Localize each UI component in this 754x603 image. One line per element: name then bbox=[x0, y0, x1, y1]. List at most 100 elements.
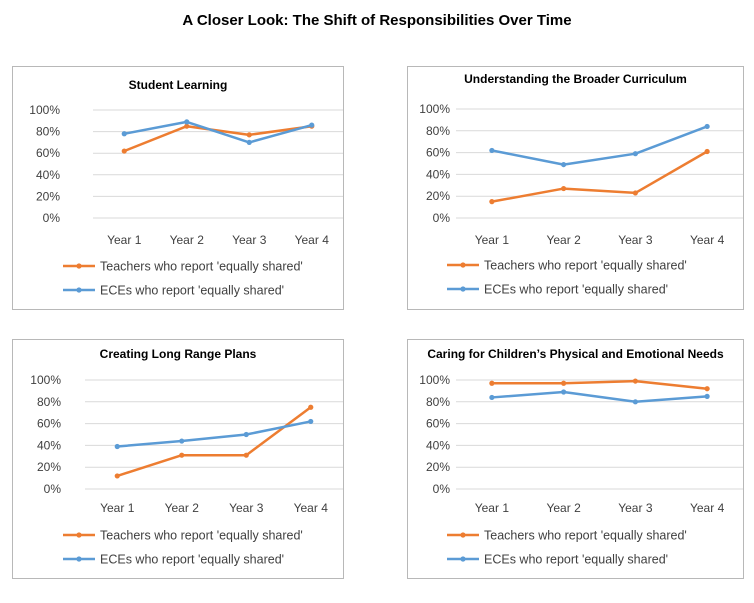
y-tick-label: 0% bbox=[433, 211, 451, 225]
legend-label: Teachers who report 'equally shared' bbox=[100, 529, 303, 543]
y-tick-label: 0% bbox=[43, 211, 61, 225]
x-tick-label: Year 2 bbox=[165, 501, 200, 515]
legend-label: Teachers who report 'equally shared' bbox=[100, 260, 303, 274]
y-tick-label: 100% bbox=[30, 373, 61, 387]
legend-marker-teachers bbox=[460, 262, 466, 268]
chart-broader-curriculum: Understanding the Broader Curriculum 0% 20… bbox=[407, 66, 744, 310]
chart-caring-needs: Caring for Children’s Physical and Emoti… bbox=[407, 339, 744, 579]
data-point-teachers bbox=[561, 380, 567, 386]
data-point-eces bbox=[114, 443, 120, 450]
x-tick-label: Year 1 bbox=[107, 233, 142, 247]
y-tick-label: 40% bbox=[37, 438, 61, 452]
legend-marker-teachers bbox=[76, 263, 82, 269]
series-line-teachers bbox=[491, 379, 708, 390]
y-tick-label: 100% bbox=[419, 102, 450, 116]
y-tick-label: 40% bbox=[426, 438, 450, 452]
data-point-eces bbox=[308, 418, 314, 425]
y-tick-label: 20% bbox=[37, 460, 61, 474]
series-line-teachers bbox=[116, 406, 312, 478]
y-tick-label: 20% bbox=[426, 460, 450, 474]
legend-marker-eces bbox=[76, 287, 82, 293]
chart-student-learning: Student Learning 0% 20% 40% 60% 80% 100% Year 1… bbox=[12, 66, 344, 310]
y-tick-label: 20% bbox=[36, 189, 60, 203]
y-tick-label: 40% bbox=[36, 168, 60, 182]
data-point-eces bbox=[632, 151, 638, 157]
data-point-eces bbox=[121, 131, 127, 137]
series-line-teachers bbox=[123, 124, 312, 153]
x-tick-label: Year 3 bbox=[229, 501, 264, 515]
data-point-teachers bbox=[246, 132, 252, 138]
data-point-teachers bbox=[561, 185, 567, 192]
y-tick-label: 80% bbox=[426, 395, 450, 409]
chart-long-range-plans: Creating Long Range Plans 0% 20% 40% 60% 80% 1… bbox=[12, 339, 344, 579]
chart-title: Understanding the Broader Curriculum bbox=[464, 72, 687, 86]
series-line-eces bbox=[117, 420, 311, 448]
data-point-teachers bbox=[632, 378, 638, 384]
data-point-eces bbox=[561, 161, 567, 168]
x-tick-label: Year 3 bbox=[618, 501, 653, 515]
data-point-teachers bbox=[184, 123, 190, 129]
data-point-eces bbox=[704, 123, 710, 130]
x-tick-label: Year 2 bbox=[546, 233, 581, 247]
chart-svg: Creating Long Range Plans 0% 20% 40% 60% 80% 1… bbox=[30, 347, 343, 567]
data-point-teachers bbox=[243, 452, 249, 458]
data-point-eces bbox=[246, 139, 252, 145]
legend-label: ECEs who report 'equally shared' bbox=[100, 553, 284, 567]
data-point-eces bbox=[243, 431, 249, 438]
x-tick-label: Year 4 bbox=[690, 233, 725, 247]
y-tick-label: 100% bbox=[419, 373, 450, 387]
data-point-eces bbox=[704, 393, 710, 399]
legend-label: ECEs who report 'equally shared' bbox=[484, 553, 668, 567]
legend-marker-eces bbox=[76, 556, 82, 562]
chart-svg: Understanding the Broader Curriculum 0% 20… bbox=[419, 72, 743, 297]
y-tick-label: 60% bbox=[37, 417, 61, 431]
legend-marker-eces bbox=[460, 556, 466, 562]
legend-label: ECEs who report 'equally shared' bbox=[100, 284, 284, 298]
y-tick-label: 20% bbox=[426, 189, 450, 203]
y-tick-label: 40% bbox=[426, 167, 450, 181]
x-tick-label: Year 2 bbox=[546, 501, 581, 515]
x-tick-label: Year 1 bbox=[100, 501, 135, 515]
legend-label: Teachers who report 'equally shared' bbox=[484, 259, 687, 273]
data-point-teachers bbox=[308, 404, 314, 410]
data-point-eces bbox=[179, 438, 185, 444]
legend-marker-teachers bbox=[76, 532, 82, 538]
y-tick-label: 60% bbox=[36, 146, 60, 160]
chart-svg: Student Learning 0% 20% 40% 60% 80% 100% Year 1… bbox=[29, 78, 343, 298]
y-tick-label: 80% bbox=[426, 124, 450, 138]
chart-svg: Caring for Children’s Physical and Emoti… bbox=[419, 347, 743, 567]
data-point-teachers bbox=[704, 386, 710, 392]
chart-title: Caring for Children’s Physical and Emoti… bbox=[427, 347, 724, 361]
y-tick-label: 100% bbox=[29, 103, 60, 117]
series-line-eces bbox=[124, 120, 313, 144]
data-point-eces bbox=[309, 122, 315, 128]
page-title: A Closer Look: The Shift of Responsibili… bbox=[182, 12, 572, 29]
series-line-eces bbox=[491, 390, 708, 404]
data-point-teachers bbox=[704, 148, 710, 155]
data-point-eces bbox=[632, 399, 638, 405]
data-point-teachers bbox=[121, 148, 127, 154]
legend-marker-teachers bbox=[460, 532, 466, 538]
x-tick-label: Year 4 bbox=[295, 233, 330, 247]
data-point-eces bbox=[561, 389, 567, 395]
data-point-teachers bbox=[179, 452, 185, 458]
legend-label: Teachers who report 'equally shared' bbox=[484, 529, 687, 543]
data-point-eces bbox=[489, 147, 495, 154]
y-tick-label: 60% bbox=[426, 417, 450, 431]
x-tick-label: Year 2 bbox=[170, 233, 205, 247]
y-tick-label: 0% bbox=[433, 482, 451, 496]
y-tick-label: 80% bbox=[37, 395, 61, 409]
data-point-teachers bbox=[114, 473, 120, 479]
x-tick-label: Year 3 bbox=[232, 233, 267, 247]
series-line-eces bbox=[491, 125, 708, 166]
data-point-teachers bbox=[489, 199, 495, 205]
y-tick-label: 0% bbox=[44, 482, 62, 496]
x-tick-label: Year 4 bbox=[294, 501, 329, 515]
x-tick-label: Year 4 bbox=[690, 501, 725, 515]
x-tick-label: Year 1 bbox=[475, 501, 510, 515]
y-tick-label: 80% bbox=[36, 125, 60, 139]
legend-marker-eces bbox=[460, 286, 466, 292]
legend-label: ECEs who report 'equally shared' bbox=[484, 283, 668, 297]
x-tick-label: Year 3 bbox=[618, 233, 653, 247]
data-point-teachers bbox=[489, 380, 495, 386]
